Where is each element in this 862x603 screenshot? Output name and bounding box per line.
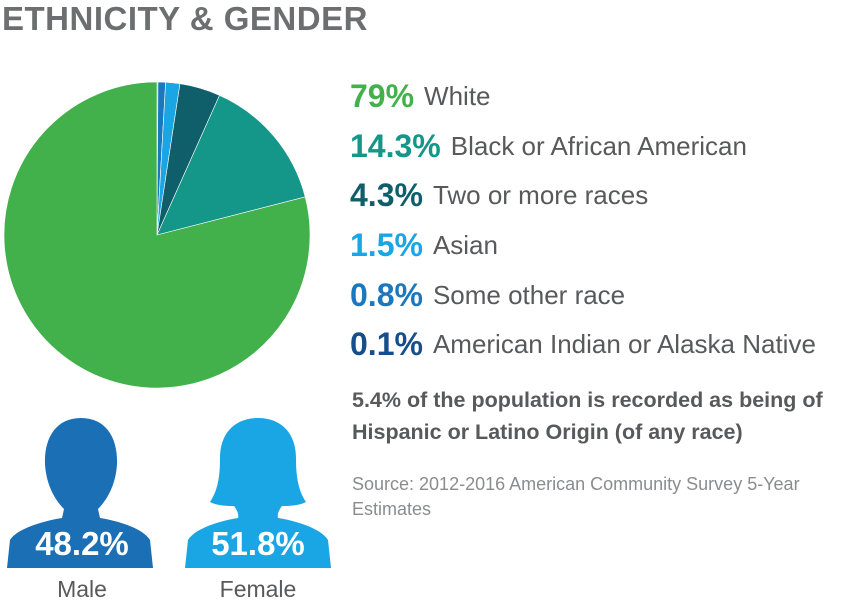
legend-label: White bbox=[424, 81, 491, 112]
male-figure: 48.2% bbox=[2, 418, 162, 573]
legend-item: 0.8% Some other race bbox=[350, 270, 855, 320]
female-silhouette-icon bbox=[185, 418, 331, 568]
legend-item: 4.3% Two or more races bbox=[350, 171, 855, 221]
pie-slice bbox=[3, 81, 311, 389]
legend-item: 79% White bbox=[350, 72, 855, 122]
legend-percent: 0.8% bbox=[350, 276, 423, 313]
legend-label: Two or more races bbox=[432, 180, 649, 211]
female-label: Female bbox=[219, 576, 297, 602]
source-note: Source: 2012-2016 American Community Sur… bbox=[352, 474, 800, 519]
male-label: Male bbox=[57, 576, 107, 602]
ethnicity-legend: 79% White 14.3% Black or African America… bbox=[350, 72, 855, 370]
male-silhouette-icon bbox=[7, 418, 153, 568]
legend-percent: 1.5% bbox=[350, 227, 423, 264]
hispanic-note: 5.4% of the population is recorded as be… bbox=[352, 388, 823, 444]
male-percent: 48.2% bbox=[35, 525, 129, 562]
legend-label: American Indian or Alaska Native bbox=[432, 329, 816, 360]
legend-percent: 14.3% bbox=[350, 127, 441, 164]
legend-label: Some other race bbox=[432, 279, 626, 310]
legend-label: Asian bbox=[432, 230, 498, 261]
female-figure: 51.8% bbox=[178, 418, 338, 573]
legend-item: 1.5% Asian bbox=[350, 221, 855, 271]
legend-percent: 0.1% bbox=[350, 326, 423, 363]
legend-item: 0.1% American Indian or Alaska Native bbox=[350, 320, 855, 370]
legend-percent: 79% bbox=[350, 78, 415, 115]
ethnicity-pie-chart bbox=[3, 81, 311, 389]
page-title: ETHNICITY & GENDER bbox=[2, 0, 368, 37]
legend-label: Black or African American bbox=[450, 130, 747, 161]
pie-slice bbox=[156, 94, 306, 236]
female-percent: 51.8% bbox=[211, 525, 305, 562]
legend-item: 14.3% Black or African American bbox=[350, 122, 855, 172]
legend-percent: 4.3% bbox=[350, 177, 423, 214]
